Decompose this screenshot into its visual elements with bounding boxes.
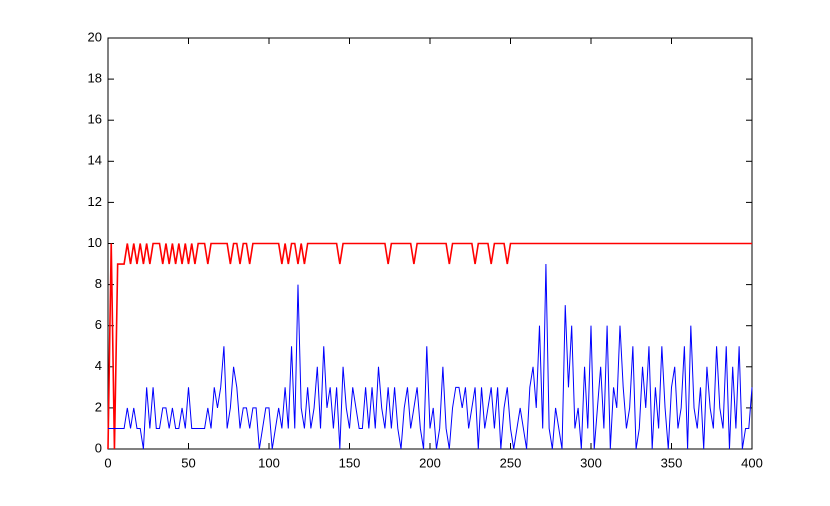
y-tick-label: 6 xyxy=(95,317,102,332)
x-tick-label: 350 xyxy=(661,455,683,470)
y-tick-label: 20 xyxy=(88,29,102,44)
x-tick-label: 400 xyxy=(741,455,763,470)
x-tick-label: 50 xyxy=(181,455,195,470)
x-tick-label: 250 xyxy=(500,455,522,470)
x-tick-label: 200 xyxy=(419,455,441,470)
x-tick-label: 300 xyxy=(580,455,602,470)
x-tick-label: 150 xyxy=(339,455,361,470)
x-tick-label: 100 xyxy=(258,455,280,470)
y-tick-label: 2 xyxy=(95,399,102,414)
x-tick-label: 0 xyxy=(104,455,111,470)
y-tick-label: 18 xyxy=(88,71,102,86)
y-tick-label: 16 xyxy=(88,112,102,127)
series-line xyxy=(107,242,752,450)
y-tick-label: 10 xyxy=(88,235,102,250)
y-tick-label: 8 xyxy=(95,276,102,291)
y-tick-label: 4 xyxy=(95,358,102,373)
y-tick-label: 14 xyxy=(88,153,102,168)
series-line xyxy=(108,264,753,450)
y-tick-label: 0 xyxy=(95,440,102,455)
y-tick-label: 12 xyxy=(88,194,102,209)
